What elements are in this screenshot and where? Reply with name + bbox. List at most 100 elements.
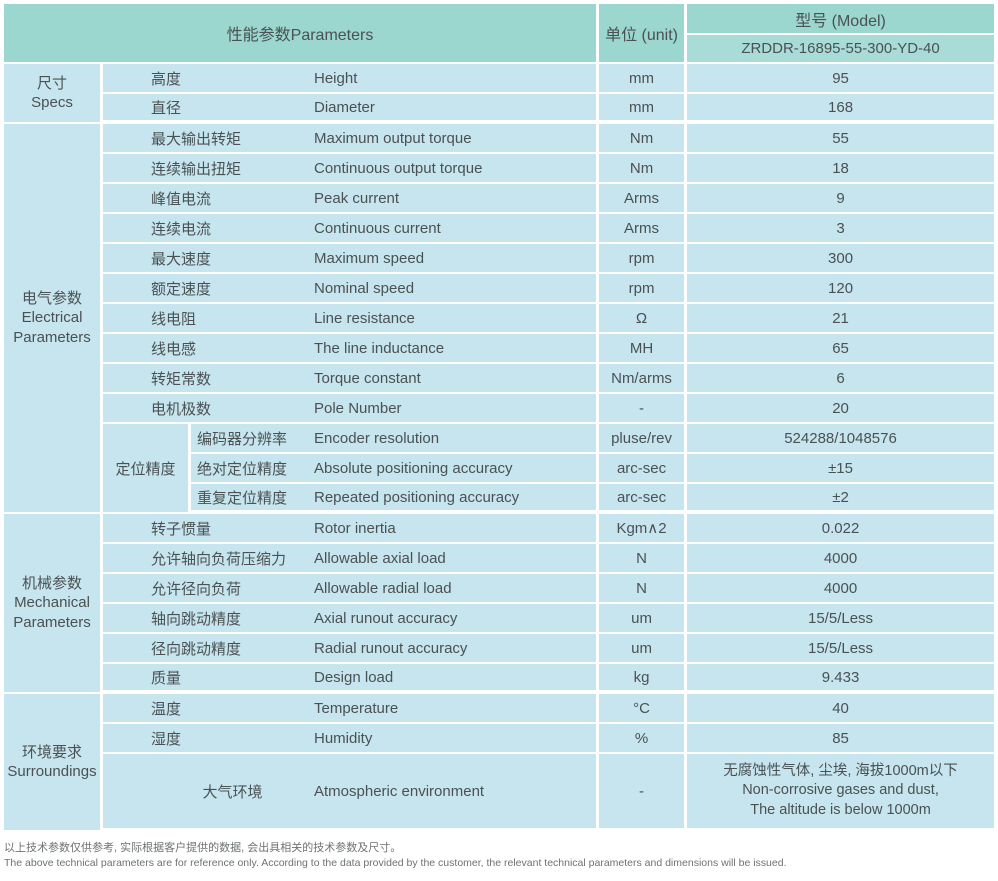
param-cell: 重复定位精度 Repeated positioning accuracy — [191, 484, 600, 514]
footnote: 以上技术参数仅供参考, 实际根据客户提供的数据, 会出具相关的技术参数及尺寸。 … — [0, 832, 998, 870]
positioning-accuracy-group: 定位精度 — [103, 424, 191, 514]
param-en: Continuous output torque — [314, 159, 483, 177]
param-en: Repeated positioning accuracy — [314, 488, 520, 506]
section-label-en: Surroundings — [7, 763, 97, 780]
unit-cell: Nm — [599, 124, 688, 154]
value-cell: 无腐蚀性气体, 尘埃, 海拔1000m以下 Non-corrosive gase… — [687, 754, 995, 832]
section-label-en: Mechanical Parameters — [13, 594, 91, 631]
unit-header: 单位 (unit) — [599, 4, 688, 64]
unit-cell: kg — [599, 664, 688, 694]
param-en: Absolute positioning accuracy — [314, 459, 513, 477]
param-cn: 重复定位精度 — [197, 489, 288, 507]
footnote-en: The above technical parameters are for r… — [4, 856, 787, 869]
param-cell: 允许轴向负荷压缩力 Allowable axial load — [103, 544, 600, 574]
spec-table: 性能参数Parameters 单位 (unit) 型号 (Model) ZRDD… — [4, 4, 995, 832]
param-en: Maximum output torque — [314, 129, 472, 147]
parameters-header: 性能参数Parameters — [4, 4, 600, 64]
unit-cell: mm — [599, 64, 688, 94]
param-cn: 质量 — [151, 669, 182, 687]
value-cell: 20 — [687, 394, 995, 424]
unit-cell: - — [599, 394, 688, 424]
param-en: Continuous current — [314, 219, 441, 237]
param-cell: 转矩常数 Torque constant — [103, 364, 600, 394]
unit-cell: pluse/rev — [599, 424, 688, 454]
value-cell: 9.433 — [687, 664, 995, 694]
value-cell: 15/5/Less — [687, 604, 995, 634]
atmosphere-value-en2: The altitude is below 1000m — [750, 801, 931, 818]
value-cell: 9 — [687, 184, 995, 214]
param-en: Allowable axial load — [314, 549, 446, 567]
value-cell: 55 — [687, 124, 995, 154]
param-cell: 最大速度 Maximum speed — [103, 244, 600, 274]
param-cn: 允许径向负荷 — [151, 580, 242, 598]
value-cell: 15/5/Less — [687, 634, 995, 664]
section-label-en: Electrical Parameters — [13, 309, 91, 346]
param-cell: 额定速度 Nominal speed — [103, 274, 600, 304]
unit-cell: rpm — [599, 274, 688, 304]
value-cell: 168 — [687, 94, 995, 124]
unit-cell: % — [599, 724, 688, 754]
param-cell: 温度 Temperature — [103, 694, 600, 724]
param-cell: 高度 Height — [103, 64, 600, 94]
param-en: Temperature — [314, 699, 399, 717]
param-cell: 线电阻 Line resistance — [103, 304, 600, 334]
param-en: Rotor inertia — [314, 519, 396, 537]
unit-cell: arc-sec — [599, 484, 688, 514]
unit-cell: Ω — [599, 304, 688, 334]
value-cell: 18 — [687, 154, 995, 184]
param-en: Humidity — [314, 729, 373, 747]
param-cell: 编码器分辨率 Encoder resolution — [191, 424, 600, 454]
param-cell: 直径 Diameter — [103, 94, 600, 124]
param-en: Allowable radial load — [314, 579, 452, 597]
section-label-cn: 尺寸 — [36, 74, 67, 92]
unit-cell: Kgm∧2 — [599, 514, 688, 544]
param-en: Height — [314, 69, 358, 87]
unit-cell: arc-sec — [599, 454, 688, 484]
value-cell: 3 — [687, 214, 995, 244]
param-cn: 线电阻 — [151, 310, 197, 328]
unit-cell: um — [599, 604, 688, 634]
param-cn: 绝对定位精度 — [197, 460, 288, 478]
param-cn: 转子惯量 — [151, 520, 212, 538]
param-cell: 大气环境 Atmospheric environment — [103, 754, 600, 832]
section-mechanical: 机械参数 Mechanical Parameters — [4, 514, 103, 694]
param-cn: 连续输出扭矩 — [151, 160, 242, 178]
param-cn: 径向跳动精度 — [151, 640, 242, 658]
param-cn: 直径 — [151, 99, 182, 117]
param-cn: 大气环境 — [202, 783, 263, 801]
param-cn: 轴向跳动精度 — [151, 610, 242, 628]
param-cn: 转矩常数 — [151, 370, 212, 388]
unit-cell: Nm/arms — [599, 364, 688, 394]
param-en: Design load — [314, 668, 394, 686]
unit-cell: Arms — [599, 214, 688, 244]
param-cn: 额定速度 — [151, 280, 212, 298]
param-cell: 径向跳动精度 Radial runout accuracy — [103, 634, 600, 664]
param-cell: 峰值电流 Peak current — [103, 184, 600, 214]
unit-cell: mm — [599, 94, 688, 124]
param-cn: 温度 — [151, 700, 182, 718]
param-cell: 质量 Design load — [103, 664, 600, 694]
model-header: 型号 (Model) — [687, 4, 995, 35]
param-en: Peak current — [314, 189, 400, 207]
section-label-cn: 环境要求 — [21, 743, 82, 761]
param-cn: 湿度 — [151, 730, 182, 748]
param-cn: 峰值电流 — [151, 190, 212, 208]
value-cell: 40 — [687, 694, 995, 724]
unit-cell: rpm — [599, 244, 688, 274]
unit-cell: um — [599, 634, 688, 664]
value-cell: 21 — [687, 304, 995, 334]
section-electrical: 电气参数 Electrical Parameters — [4, 124, 103, 514]
value-cell: 6 — [687, 364, 995, 394]
atmosphere-value-zh: 无腐蚀性气体, 尘埃, 海拔1000m以下 — [723, 762, 958, 779]
param-cell: 电机极数 Pole Number — [103, 394, 600, 424]
unit-cell: °C — [599, 694, 688, 724]
param-en: Torque constant — [314, 369, 421, 387]
param-en: Pole Number — [314, 399, 402, 417]
param-cn: 允许轴向负荷压缩力 — [151, 550, 287, 568]
value-cell: 120 — [687, 274, 995, 304]
section-surroundings: 环境要求 Surroundings — [4, 694, 103, 832]
section-label-cn: 电气参数 — [21, 289, 82, 307]
param-cn: 连续电流 — [151, 220, 212, 238]
param-en: Nominal speed — [314, 279, 415, 297]
param-en: Maximum speed — [314, 249, 425, 267]
